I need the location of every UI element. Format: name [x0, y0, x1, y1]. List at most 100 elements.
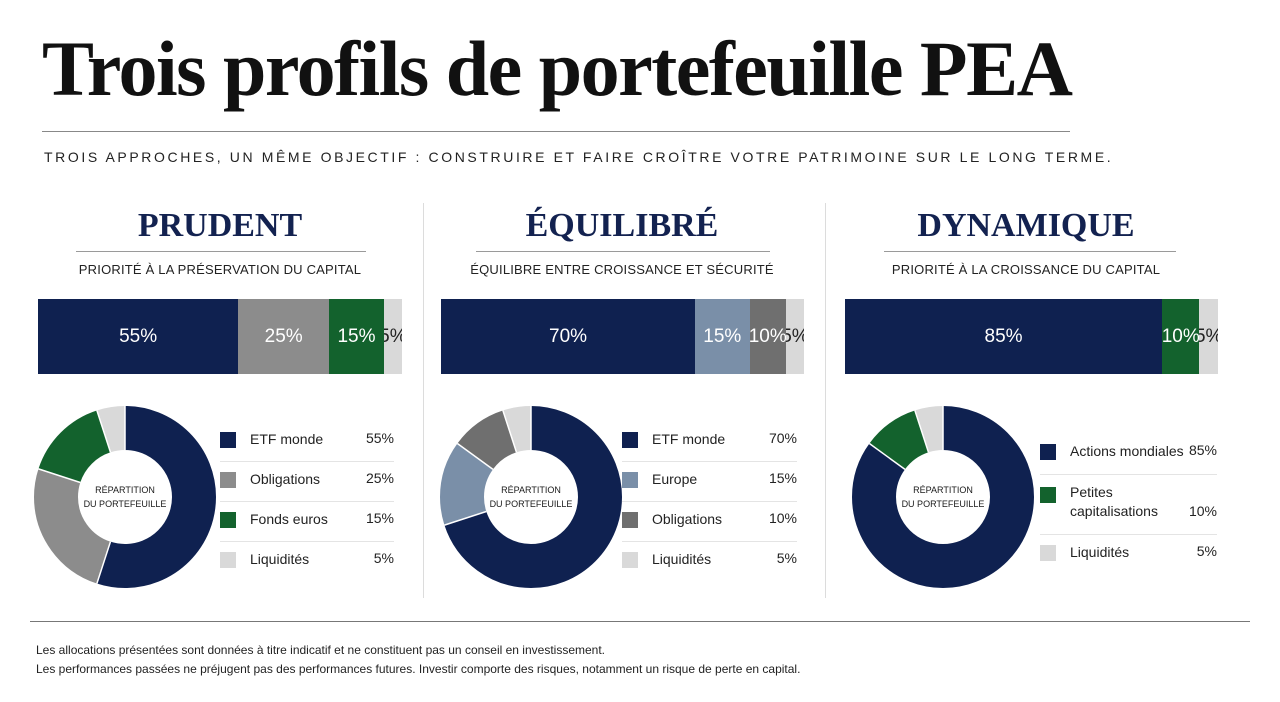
legend-value: 55%	[365, 430, 394, 446]
bar-segment: 5%	[1199, 299, 1218, 374]
donut-slice	[440, 406, 622, 588]
legend-swatch	[1040, 444, 1056, 460]
profile-description: ÉQUILIBRE ENTRE CROISSANCE ET SÉCURITÉ	[470, 262, 774, 277]
donut-center-label: RÉPARTITION	[501, 485, 561, 495]
legend-divider	[622, 461, 797, 462]
column-divider	[423, 203, 424, 598]
legend-item: Liquidités 5%	[220, 542, 394, 582]
profile-description: PRIORITÉ À LA CROISSANCE DU CAPITAL	[891, 262, 1161, 277]
legend-divider	[220, 501, 394, 502]
legend-value: 15%	[365, 510, 394, 526]
donut-slice	[34, 406, 216, 588]
legend-item: Obligations 10%	[622, 502, 797, 542]
legend-label: Liquidités	[250, 551, 310, 567]
legend-label: Obligations	[250, 471, 321, 487]
legend-swatch	[622, 472, 638, 488]
legend-value: 5%	[373, 550, 394, 566]
donut-center-label: DU PORTEFEUILLE	[490, 499, 573, 509]
disclaimer-line: Les allocations présentées sont données …	[36, 643, 606, 657]
bar-segment: 10%	[749, 299, 786, 374]
legend-label: Europe	[652, 471, 698, 487]
bar-segment: 10%	[1162, 299, 1200, 374]
legend-item: Liquidités 5%	[622, 542, 797, 582]
bar-segment: 70%	[441, 299, 696, 374]
disclaimer-line: Les performances passées ne préjugent pa…	[36, 662, 801, 676]
donut-separator	[868, 442, 906, 470]
donut-center-label: DU PORTEFEUILLE	[84, 499, 167, 509]
donut-separator	[96, 541, 112, 584]
profile-name: DYNAMIQUE	[917, 207, 1135, 244]
bar-segment: 15%	[329, 299, 384, 374]
profile-description: PRIORITÉ À LA PRÉSERVATION DU CAPITAL	[78, 262, 362, 277]
legend-swatch	[220, 552, 236, 568]
title-rule	[42, 131, 1070, 132]
legend-divider	[622, 541, 797, 542]
legend-label: Petites capitalisations	[1070, 484, 1158, 519]
footer-rule	[30, 621, 1250, 622]
legend-divider	[220, 541, 394, 542]
legend-swatch	[1040, 487, 1056, 503]
legend-item: ETF monde 55%	[220, 422, 394, 462]
bar-segment: 25%	[238, 299, 330, 374]
donut-chart: RÉPARTITION DU PORTEFEUILLE	[852, 406, 1034, 588]
profile-name: ÉQUILIBRÉ	[525, 207, 719, 244]
profile-rule	[884, 251, 1176, 252]
profile-rule	[76, 251, 366, 252]
allocation-bar: 55%25%15%5%	[38, 299, 402, 374]
page-subtitle: TROIS APPROCHES, UN MÊME OBJECTIF : CONS…	[44, 149, 1114, 165]
donut-center-label: RÉPARTITION	[95, 485, 155, 495]
legend-label: Liquidités	[1070, 544, 1130, 560]
page-title: Trois profils de portefeuille PEA	[42, 25, 1073, 112]
donut-chart: RÉPARTITION DU PORTEFEUILLE	[440, 406, 622, 588]
legend-value: 15%	[768, 470, 797, 486]
donut-separator	[444, 510, 487, 526]
donut-separator	[456, 442, 494, 470]
legend-swatch	[622, 552, 638, 568]
donut-separator	[38, 468, 81, 484]
legend-item: ETF monde 70%	[622, 422, 797, 462]
donut-separator	[914, 410, 930, 453]
legend-item: Actions mondiales 85%	[1040, 434, 1217, 475]
legend-label: Liquidités	[652, 551, 712, 567]
profile-rule	[476, 251, 770, 252]
legend-item: Fonds euros 15%	[220, 502, 394, 542]
legend-divider	[1040, 534, 1217, 535]
legend-divider	[1040, 474, 1217, 475]
legend-label: Actions mondiales	[1070, 443, 1184, 459]
legend-label: ETF monde	[250, 431, 324, 447]
profile-name: PRUDENT	[137, 207, 303, 244]
bar-segment: 5%	[785, 299, 804, 374]
bar-segment: 85%	[845, 299, 1163, 374]
profile-prudent: PRUDENT PRIORITÉ À LA PRÉSERVATION DU CAP…	[30, 200, 410, 600]
legend-label: Obligations	[652, 511, 723, 527]
legend-swatch	[1040, 545, 1056, 561]
profile-dynamique: DYNAMIQUE PRIORITÉ À LA CROISSANCE DU CAP…	[836, 200, 1218, 600]
legend-value: 25%	[365, 470, 394, 486]
donut-separator	[502, 410, 518, 453]
bar-segment: 55%	[38, 299, 239, 374]
legend-item: Petites capitalisations 10%	[1040, 475, 1217, 535]
column-divider	[825, 203, 826, 598]
allocation-bar: 70%15%10%5%	[441, 299, 804, 374]
legend-swatch	[220, 432, 236, 448]
allocation-bar: 85%10%5%	[845, 299, 1218, 374]
profile-equilibre: ÉQUILIBRÉ ÉQUILIBRE ENTRE CROISSANCE ET S…	[432, 200, 812, 600]
donut-center-label: RÉPARTITION	[913, 485, 973, 495]
legend-value: 5%	[1196, 543, 1217, 559]
legend-swatch	[220, 512, 236, 528]
legend-value: 10%	[768, 510, 797, 526]
bar-segment: 15%	[695, 299, 750, 374]
donut-center-label: DU PORTEFEUILLE	[902, 499, 985, 509]
legend-swatch	[622, 432, 638, 448]
legend-label: ETF monde	[652, 431, 726, 447]
legend-item: Europe 15%	[622, 462, 797, 502]
legend-value: 85%	[1188, 442, 1217, 458]
legend-value: 70%	[768, 430, 797, 446]
legend-value: 5%	[776, 550, 797, 566]
disclaimer: Les allocations présentées sont données …	[36, 641, 800, 679]
donut-chart: RÉPARTITION DU PORTEFEUILLE	[34, 406, 216, 588]
legend-swatch	[622, 512, 638, 528]
legend-label: Fonds euros	[250, 511, 328, 527]
legend-swatch	[220, 472, 236, 488]
legend-item: Liquidités 5%	[1040, 535, 1217, 576]
